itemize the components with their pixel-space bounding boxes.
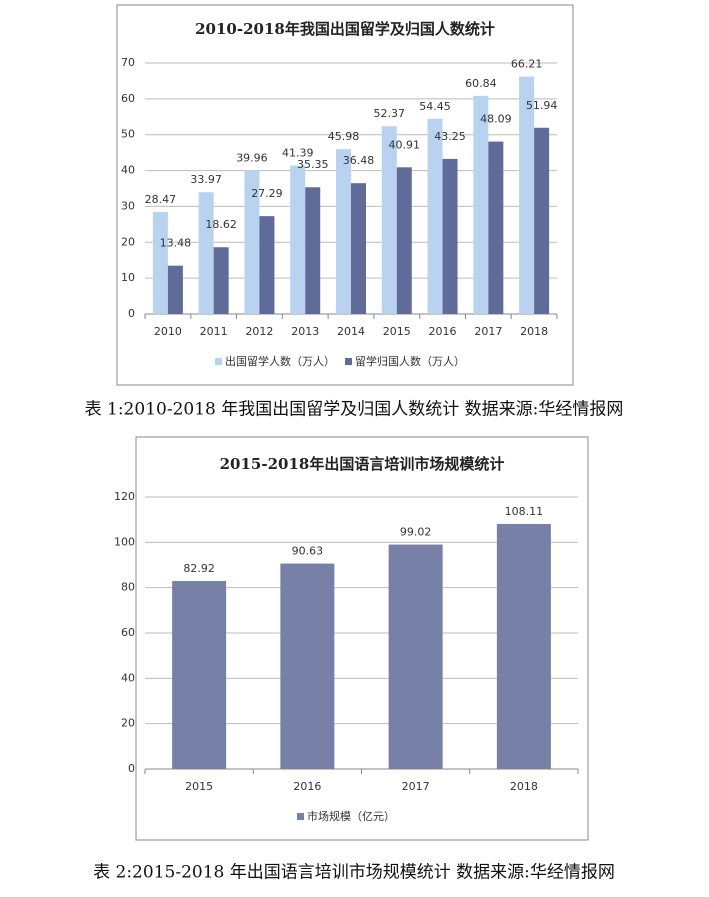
y-tick-label: 0 xyxy=(128,307,135,320)
x-tick-label: 2010 xyxy=(154,325,182,338)
bar xyxy=(396,167,412,314)
data-label: 40.91 xyxy=(389,138,421,151)
chart-title: 2015-2018年出国语言培训市场规模统计 xyxy=(220,455,505,473)
bar xyxy=(244,170,260,314)
data-label: 52.37 xyxy=(374,107,406,120)
data-label: 39.96 xyxy=(236,152,268,165)
chart-frame xyxy=(116,4,574,386)
bar xyxy=(167,265,183,314)
data-label: 33.97 xyxy=(190,173,222,186)
data-label: 18.62 xyxy=(205,218,237,231)
x-tick-label: 2018 xyxy=(510,780,538,793)
x-tick-label: 2013 xyxy=(291,325,319,338)
data-label: 66.21 xyxy=(511,58,543,71)
y-tick-label: 80 xyxy=(121,581,135,594)
bar xyxy=(534,127,550,315)
bar xyxy=(381,126,397,314)
bar xyxy=(473,95,489,314)
bar xyxy=(351,183,366,314)
legend-swatch xyxy=(297,813,304,820)
y-tick-label: 100 xyxy=(114,535,135,548)
y-tick-label: 30 xyxy=(121,199,135,212)
bar xyxy=(259,216,275,314)
caption: 表 1:2010-2018 年我国出国留学及归国人数统计 数据来源:华经情报网 xyxy=(85,400,624,420)
data-label: 45.98 xyxy=(328,130,360,143)
bar xyxy=(496,523,551,769)
data-label: 41.39 xyxy=(282,147,314,160)
data-label: 28.47 xyxy=(145,193,177,206)
bar xyxy=(336,149,351,314)
x-tick-label: 2017 xyxy=(474,325,502,338)
data-label: 51.94 xyxy=(526,99,558,112)
data-label: 99.02 xyxy=(400,526,432,539)
legend-label: 留学归国人数（万人） xyxy=(355,354,465,368)
legend-label: 市场规模（亿元） xyxy=(307,809,395,823)
y-tick-label: 10 xyxy=(121,271,135,284)
y-tick-label: 50 xyxy=(121,128,135,141)
x-tick-label: 2017 xyxy=(402,780,430,793)
y-tick-label: 20 xyxy=(121,717,135,730)
bar xyxy=(488,141,504,314)
bar xyxy=(290,165,306,314)
x-tick-label: 2014 xyxy=(337,325,365,338)
bar xyxy=(152,211,168,314)
bar xyxy=(198,192,214,314)
legend-label: 出国留学人数（万人） xyxy=(225,354,335,368)
data-label: 108.11 xyxy=(505,505,544,518)
x-tick-label: 2018 xyxy=(520,325,548,338)
y-tick-label: 60 xyxy=(121,92,135,105)
x-tick-label: 2015 xyxy=(185,780,213,793)
data-label: 90.63 xyxy=(292,545,324,558)
bar xyxy=(280,563,335,769)
data-label: 48.09 xyxy=(480,113,512,126)
bar xyxy=(427,118,443,314)
x-tick-label: 2016 xyxy=(293,780,321,793)
data-label: 35.35 xyxy=(297,158,329,171)
y-tick-label: 70 xyxy=(121,56,135,69)
bar xyxy=(172,581,227,769)
y-tick-label: 120 xyxy=(114,490,135,503)
data-label: 82.92 xyxy=(183,562,215,575)
chart-frame xyxy=(135,436,589,841)
data-label: 36.48 xyxy=(343,154,375,167)
bar xyxy=(519,76,535,314)
y-tick-label: 60 xyxy=(121,626,135,639)
x-tick-label: 2015 xyxy=(383,325,411,338)
bar xyxy=(305,187,321,314)
legend-swatch xyxy=(345,358,352,365)
legend-swatch xyxy=(215,358,222,365)
x-tick-label: 2016 xyxy=(429,325,457,338)
y-tick-label: 40 xyxy=(121,671,135,684)
x-tick-label: 2012 xyxy=(245,325,273,338)
data-label: 60.84 xyxy=(465,77,497,90)
y-tick-label: 0 xyxy=(128,762,135,775)
chart-title: 2010-2018年我国出国留学及归国人数统计 xyxy=(195,20,495,38)
bar xyxy=(213,247,229,314)
y-tick-label: 20 xyxy=(121,235,135,248)
data-label: 13.48 xyxy=(160,237,192,250)
bar xyxy=(442,158,458,314)
caption: 表 2:2015-2018 年出国语言培训市场规模统计 数据来源:华经情报网 xyxy=(93,863,615,883)
data-label: 54.45 xyxy=(419,100,451,113)
data-label: 27.29 xyxy=(251,187,283,200)
y-tick-label: 40 xyxy=(121,164,135,177)
x-tick-label: 2011 xyxy=(200,325,228,338)
data-label: 43.25 xyxy=(434,130,466,143)
bar xyxy=(388,544,443,769)
